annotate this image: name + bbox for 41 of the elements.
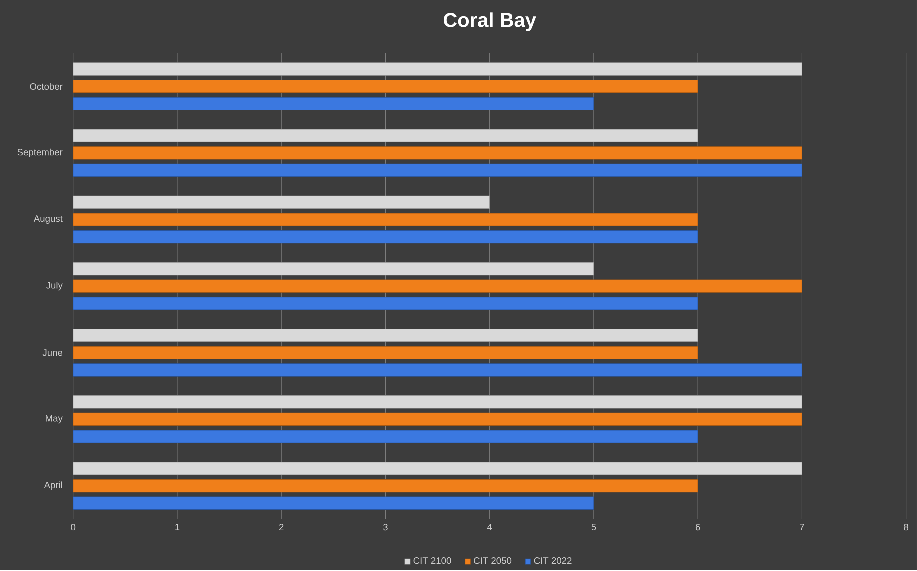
bar (73, 363, 802, 377)
x-tick-label: 7 (800, 524, 804, 530)
bar (73, 395, 802, 409)
bar (73, 62, 802, 76)
x-tick-label: 8 (904, 524, 909, 530)
bar (73, 430, 698, 444)
y-tick-label: August (34, 215, 63, 224)
y-tick-label: September (18, 148, 63, 158)
bar (73, 230, 698, 244)
y-tick-label: October (30, 83, 63, 90)
x-tick-label: 0 (71, 524, 76, 530)
bar (73, 212, 698, 226)
bar (73, 296, 698, 310)
bar (73, 280, 802, 293)
x-tick-label: 2 (279, 524, 284, 530)
bar (73, 196, 490, 209)
bar (73, 479, 698, 492)
bar (73, 146, 802, 160)
chart-title: Coral Bay (444, 12, 536, 32)
x-tick-label: 1 (176, 524, 180, 530)
x-tick-label: 5 (592, 524, 596, 530)
bar (73, 328, 698, 342)
bar (73, 262, 594, 276)
legend-label: CIT 2050 (474, 557, 512, 564)
bar (73, 97, 594, 110)
bar (73, 164, 802, 177)
x-tick-label: 6 (696, 524, 700, 530)
y-tick-label: April (44, 482, 62, 490)
y-tick-label: June (42, 349, 63, 356)
bar (73, 80, 698, 94)
legend-label: CIT 2100 (414, 557, 452, 564)
y-tick-label: May (46, 415, 63, 424)
bar (73, 129, 698, 142)
legend-label: CIT 2022 (534, 557, 572, 564)
bar (73, 412, 802, 426)
x-tick-label: 4 (487, 524, 492, 530)
x-tick-label: 3 (383, 524, 388, 530)
bar (73, 462, 802, 476)
bar (73, 496, 594, 510)
bar (73, 346, 698, 360)
y-tick-label: July (46, 282, 63, 290)
